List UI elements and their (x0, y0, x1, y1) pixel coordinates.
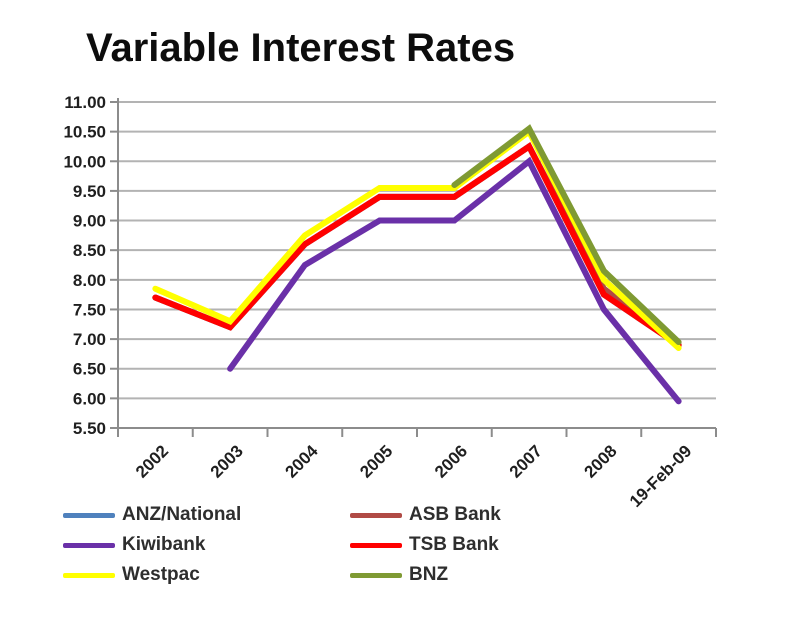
legend-item-anz-national[interactable]: ANZ/National (63, 500, 350, 530)
x-axis-label: 2004 (282, 441, 323, 482)
series-line-kiwibank[interactable] (227, 156, 682, 405)
legend-label: Kiwibank (122, 534, 206, 555)
legend-label: BNZ (409, 564, 449, 585)
legend-swatch-anz-national (63, 512, 115, 518)
y-axis-label: 7.00 (73, 330, 106, 349)
y-axis-label: 9.50 (73, 182, 106, 201)
series-line-westpac[interactable] (152, 127, 682, 351)
y-axis-label: 8.50 (73, 241, 106, 260)
series-line-bnz[interactable] (451, 124, 682, 346)
x-axis-label: 2008 (581, 441, 621, 481)
x-axis-label: 2006 (431, 441, 471, 481)
legend-label: TSB Bank (409, 534, 499, 555)
x-axis-label: 2002 (132, 441, 172, 481)
x-axis-label: 2005 (356, 441, 396, 481)
legend-swatch-bnz (350, 572, 402, 578)
legend-item-westpac[interactable]: Westpac (63, 560, 350, 590)
x-axis-label: 2007 (506, 441, 546, 481)
chart-legend: ANZ/National ASB Bank Kiwibank TSB Bank West… (63, 500, 501, 590)
x-axis-label: 2003 (207, 441, 247, 481)
legend-swatch-asb-bank (350, 512, 402, 518)
y-axis-label: 6.00 (73, 389, 106, 408)
y-axis-label: 6.50 (73, 360, 106, 379)
y-axis-label: 9.00 (73, 212, 106, 231)
legend-label: Westpac (122, 564, 200, 585)
legend-item-bnz[interactable]: BNZ (350, 560, 501, 590)
legend-label: ASB Bank (409, 504, 501, 525)
legend-swatch-westpac (63, 572, 115, 578)
x-axis-label: 19-Feb-09 (626, 441, 696, 511)
legend-item-kiwibank[interactable]: Kiwibank (63, 530, 350, 560)
y-axis-label: 10.00 (63, 152, 106, 171)
series-line-tsb-bank[interactable] (152, 142, 682, 349)
legend-item-asb-bank[interactable]: ASB Bank (350, 500, 501, 530)
y-axis-label: 10.50 (63, 123, 106, 142)
y-axis-label: 11.00 (64, 93, 106, 112)
y-axis-label: 5.50 (73, 419, 106, 438)
y-axis-label: 7.50 (73, 300, 106, 319)
chart-title: Variable Interest Rates (86, 26, 516, 70)
legend-label: ANZ/National (122, 504, 242, 525)
legend-swatch-kiwibank (63, 542, 115, 548)
y-axis-label: 8.00 (73, 271, 106, 290)
legend-item-tsb-bank[interactable]: TSB Bank (350, 530, 501, 560)
legend-swatch-tsb-bank (350, 542, 402, 548)
